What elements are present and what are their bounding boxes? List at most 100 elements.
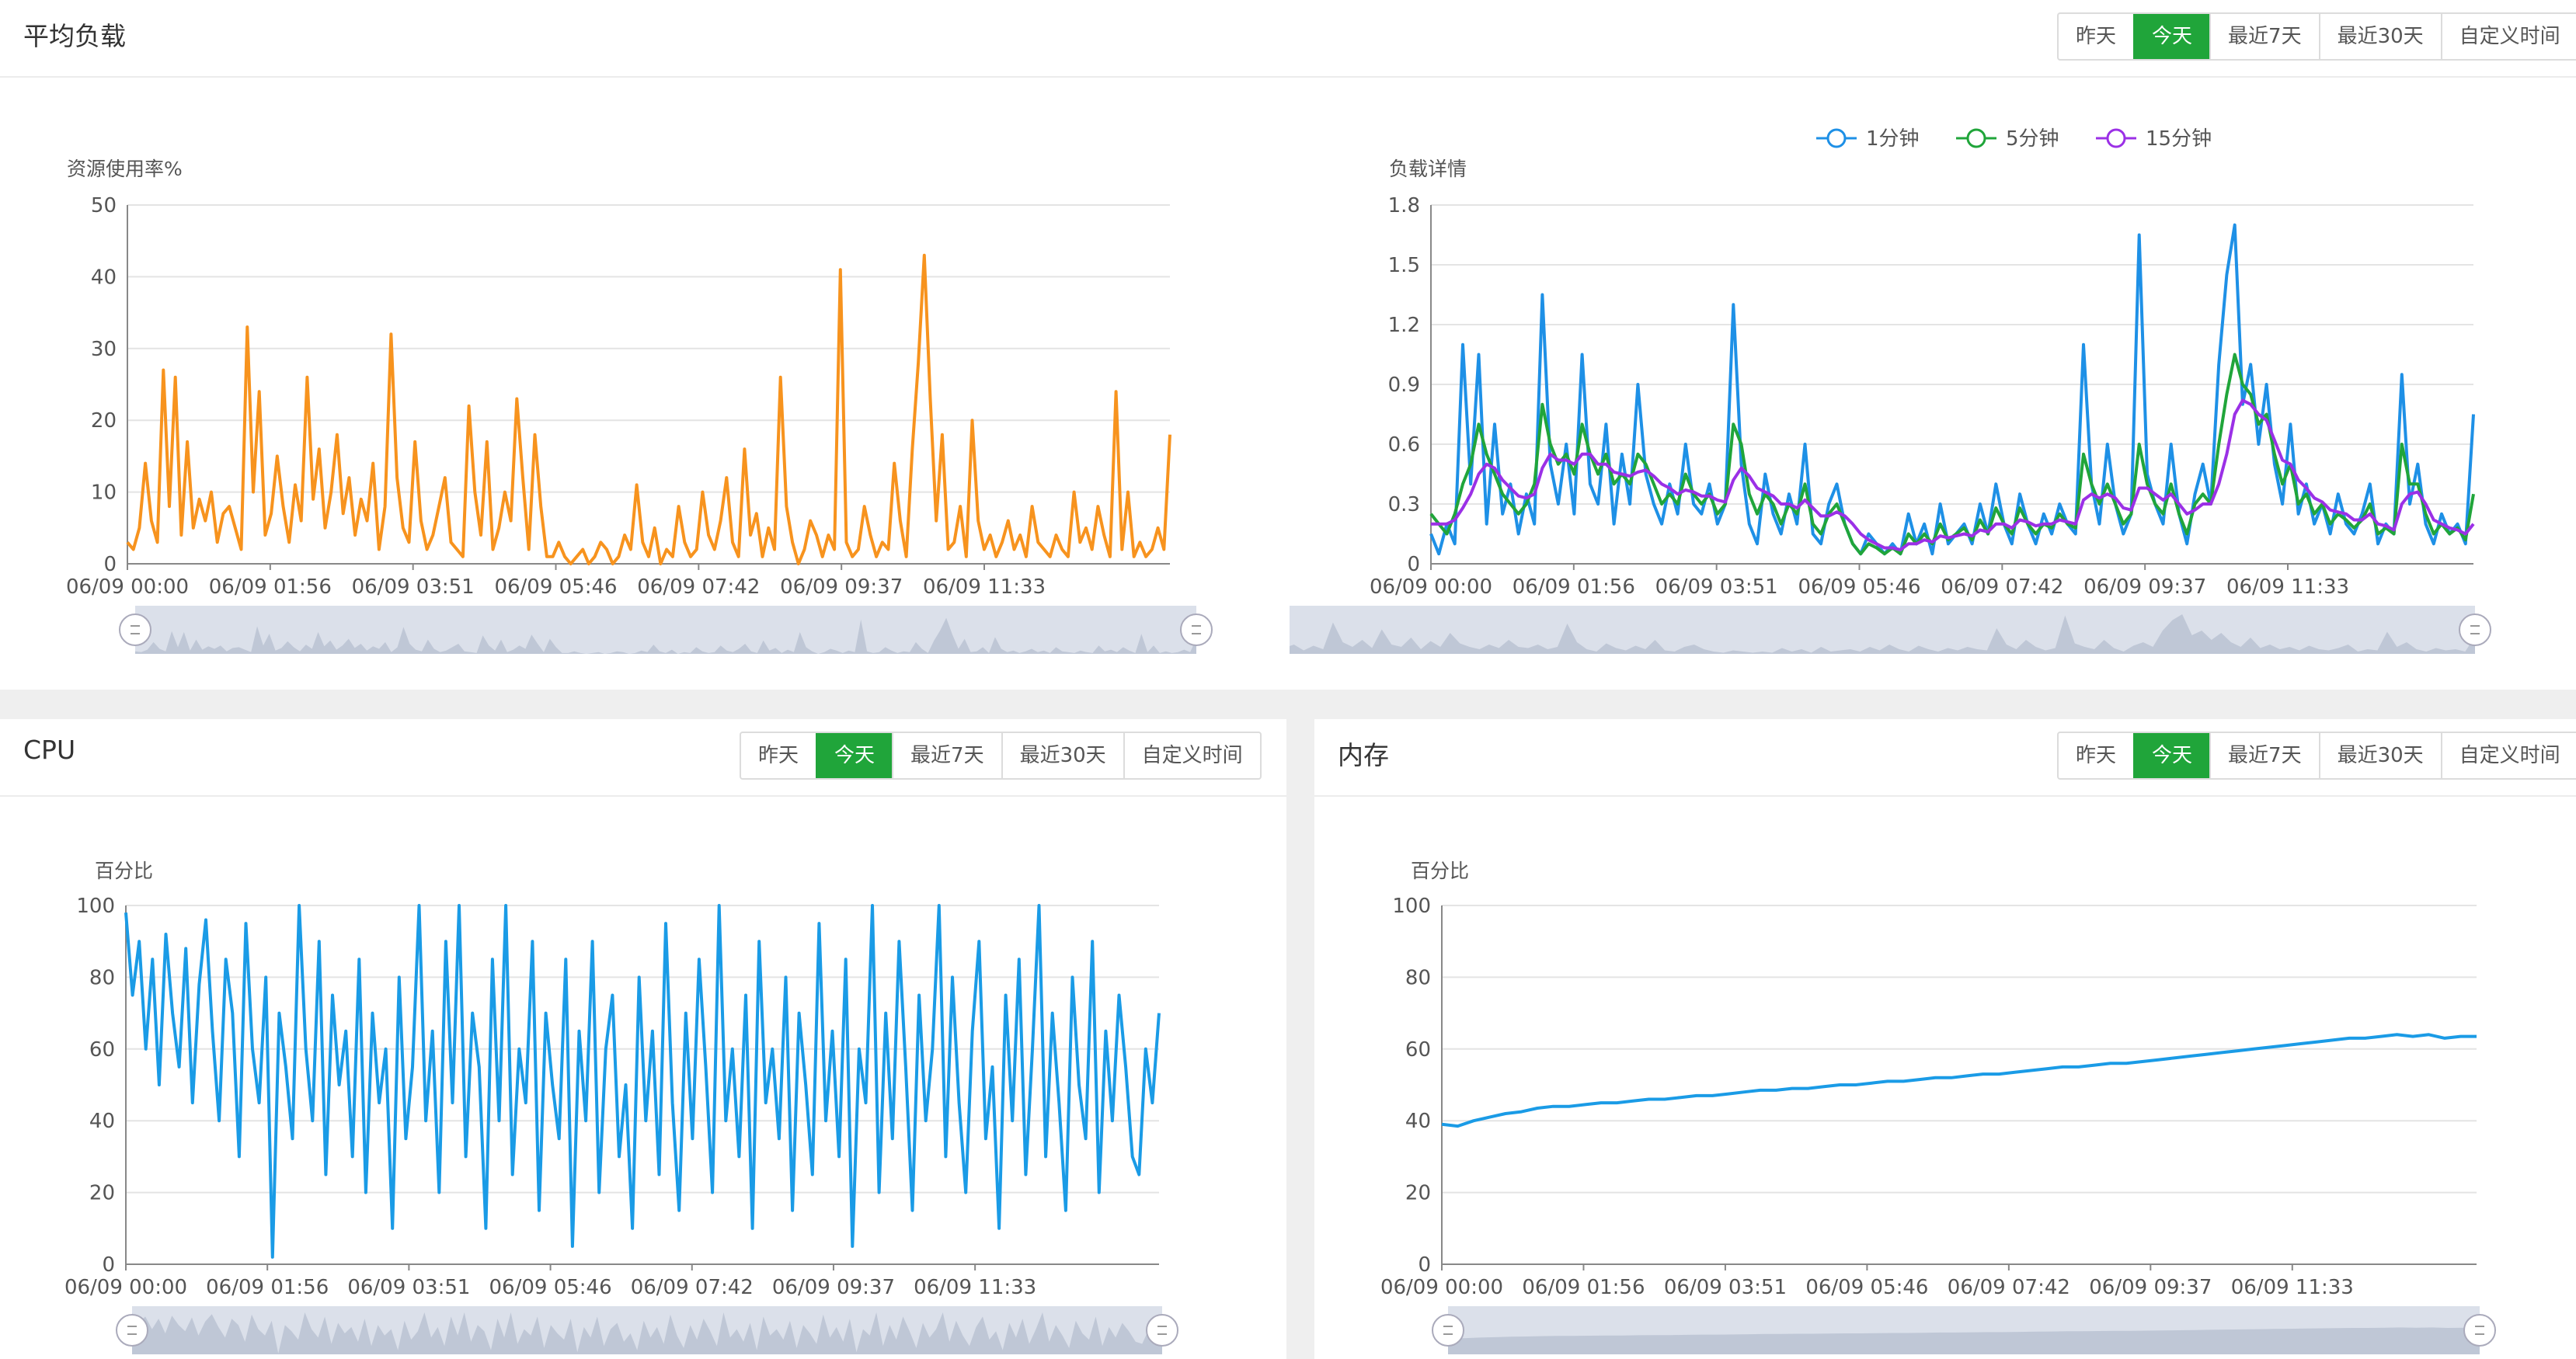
memory-x-tick-label: 06/09 11:33 (2231, 1276, 2354, 1299)
cpu-x-tick-label: 06/09 00:00 (64, 1276, 187, 1299)
memory-range-button-group: 昨天 今天 最近7天 最近30天 自定义时间 (2057, 732, 2576, 780)
memory-range-today-button[interactable]: 今天 (2133, 733, 2210, 778)
load-series-line-0 (1429, 223, 2475, 556)
cpu-range-30days-button[interactable]: 最近30天 (1001, 733, 1123, 778)
load-panel-divider (0, 76, 2576, 78)
memory-zoom-handle-right[interactable] (2463, 1314, 2496, 1347)
cpu-y-axis-label: 百分比 (95, 860, 153, 882)
cpu-panel: CPU 昨天 今天 最近7天 最近30天 自定义时间 百分比 0 20 40 60 80 1… (0, 719, 1286, 1359)
load-zoom-handle-right[interactable] (2459, 613, 2491, 646)
load-legend-marker (1826, 128, 1847, 148)
load-x-tick-label: 06/09 01:56 (1513, 575, 1635, 599)
load-legend-marker (2106, 128, 2126, 148)
resource-y-tick-label: 30 (91, 338, 117, 361)
resource-zoom-handle-left[interactable] (119, 613, 151, 646)
cpu-series-line-0 (124, 904, 1161, 1259)
resource-series-line-0 (126, 253, 1171, 565)
memory-zoom-preview (1448, 1327, 2480, 1354)
load-x-tick-label: 06/09 05:46 (1798, 575, 1920, 599)
resource-x-tick-label: 06/09 11:33 (923, 575, 1046, 599)
load-y-tick-label: 0.6 (1388, 433, 1420, 457)
load-x-tick-label: 06/09 07:42 (1941, 575, 2063, 599)
resource-y-tick-label: 10 (91, 481, 117, 505)
cpu-zoom-handle-right[interactable] (1146, 1314, 1178, 1347)
memory-y-tick-label: 0 (1418, 1253, 1431, 1277)
memory-y-tick-label: 40 (1405, 1110, 1431, 1133)
load-zoom-preview (1290, 614, 2475, 654)
memory-x-tick-label: 06/09 07:42 (1948, 1276, 2070, 1299)
load-series-line-2 (1431, 398, 2475, 551)
load-range-30days-button[interactable]: 最近30天 (2318, 14, 2441, 59)
load-range-button-group: 昨天 今天 最近7天 最近30天 自定义时间 (2057, 12, 2576, 61)
load-range-yesterday-button[interactable]: 昨天 (2076, 25, 2117, 48)
load-range-custom-button[interactable]: 自定义时间 (2440, 14, 2576, 59)
cpu-x-tick-label: 06/09 01:56 (206, 1276, 329, 1299)
load-legend-label: 15分钟 (2146, 127, 2212, 151)
cpu-x-tick-label: 06/09 09:37 (772, 1276, 895, 1299)
load-legend-label: 1分钟 (1866, 127, 1920, 151)
resource-x-tick-label: 06/09 00:00 (66, 575, 189, 599)
load-x-tick-label: 06/09 09:37 (2083, 575, 2206, 599)
load-panel-title: 平均负载 (23, 21, 126, 51)
memory-range-yesterday-button[interactable]: 昨天 (2076, 744, 2117, 767)
resource-x-tick-label: 06/09 07:42 (637, 575, 760, 599)
cpu-range-yesterday-button[interactable]: 昨天 (758, 744, 799, 767)
memory-usage-chart: 百分比 0 20 40 60 80 100 06/09 00:00 06/09 01:56 06/… (1380, 860, 2496, 1354)
cpu-y-tick-label: 0 (102, 1253, 115, 1277)
resource-y-tick-label: 40 (91, 266, 117, 289)
resource-x-tick-label: 06/09 09:37 (780, 575, 903, 599)
resource-usage-chart: 资源使用率% 0 10 20 30 40 50 06/09 00:00 06/09 01:56 0… (66, 158, 1213, 654)
load-x-tick-label: 06/09 00:00 (1370, 575, 1492, 599)
load-y-axis-label: 负载详情 (1389, 158, 1467, 180)
memory-y-tick-label: 60 (1405, 1038, 1431, 1062)
memory-x-tick-label: 06/09 05:46 (1805, 1276, 1928, 1299)
memory-panel-divider (1314, 795, 2576, 797)
cpu-panel-title: CPU (23, 735, 76, 765)
memory-range-custom-button[interactable]: 自定义时间 (2440, 733, 2576, 778)
resource-x-tick-label: 06/09 03:51 (352, 575, 475, 599)
cpu-y-tick-label: 100 (76, 895, 115, 918)
cpu-range-today-button[interactable]: 今天 (816, 733, 893, 778)
resource-y-tick-label: 20 (91, 409, 117, 433)
memory-y-tick-label: 100 (1392, 895, 1431, 918)
load-y-tick-label: 1.5 (1388, 254, 1420, 277)
memory-zoom-handle-left[interactable] (1432, 1314, 1464, 1347)
load-y-tick-label: 1.2 (1388, 314, 1420, 337)
cpu-y-tick-label: 40 (89, 1110, 115, 1133)
load-x-tick-label: 06/09 11:33 (2226, 575, 2349, 599)
load-y-tick-label: 0.3 (1388, 493, 1420, 516)
load-y-tick-label: 0 (1407, 553, 1420, 576)
cpu-range-7days-button[interactable]: 最近7天 (892, 733, 1001, 778)
cpu-range-button-group: 昨天 今天 最近7天 最近30天 自定义时间 (740, 732, 1262, 780)
load-y-tick-label: 1.8 (1388, 194, 1420, 217)
resource-zoom-slider[interactable] (135, 606, 1196, 654)
load-range-today-button[interactable]: 今天 (2133, 14, 2210, 59)
load-panel: 平均负载 昨天 今天 最近7天 最近30天 自定义时间 资源使用率% 0 10 20 3… (0, 0, 2576, 690)
memory-panel-title: 内存 (1338, 740, 1389, 770)
resource-x-tick-label: 06/09 05:46 (494, 575, 617, 599)
memory-range-7days-button[interactable]: 最近7天 (2209, 733, 2319, 778)
resource-y-tick-label: 50 (91, 194, 117, 217)
memory-x-tick-label: 06/09 03:51 (1664, 1276, 1787, 1299)
load-range-7days-button[interactable]: 最近7天 (2209, 14, 2319, 59)
resource-zoom-preview (135, 617, 1196, 654)
memory-y-tick-label: 20 (1405, 1182, 1431, 1205)
memory-x-tick-label: 06/09 00:00 (1380, 1276, 1503, 1299)
cpu-y-tick-label: 20 (89, 1182, 115, 1205)
cpu-y-tick-label: 80 (89, 966, 115, 989)
cpu-range-custom-button[interactable]: 自定义时间 (1123, 733, 1260, 778)
memory-x-tick-label: 06/09 09:37 (2089, 1276, 2212, 1299)
memory-y-tick-label: 80 (1405, 966, 1431, 989)
cpu-y-tick-label: 60 (89, 1038, 115, 1062)
load-x-tick-label: 06/09 03:51 (1655, 575, 1778, 599)
memory-y-axis-label: 百分比 (1411, 860, 1469, 882)
load-detail-chart: 负载详情 0 0.3 0.6 0.9 1.2 1.5 1.8 06/09 00:00 06/09 … (1290, 127, 2491, 654)
cpu-x-tick-label: 06/09 05:46 (489, 1276, 612, 1299)
memory-series-line-0 (1441, 1033, 2477, 1128)
cpu-panel-divider (0, 795, 1286, 797)
memory-panel: 内存 昨天 今天 最近7天 最近30天 自定义时间 百分比 0 20 40 60 80 10… (1314, 719, 2576, 1359)
resource-zoom-handle-right[interactable] (1180, 613, 1213, 646)
resource-y-tick-label: 0 (103, 553, 117, 576)
memory-range-30days-button[interactable]: 最近30天 (2318, 733, 2441, 778)
cpu-zoom-handle-left[interactable] (116, 1314, 148, 1347)
